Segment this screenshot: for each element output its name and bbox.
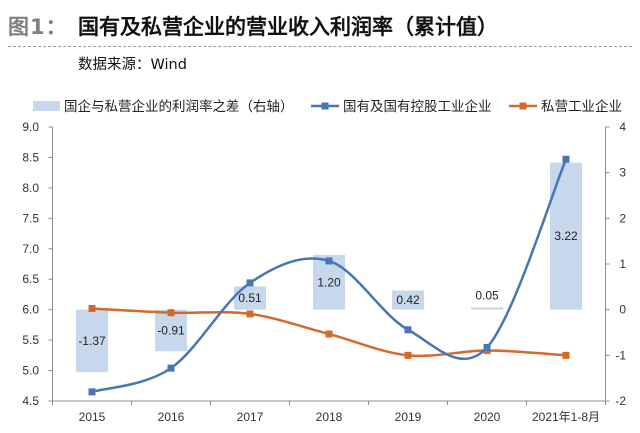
x-axis-tick-label: 2015 [79,410,106,424]
state-series-point [167,364,175,372]
chart-title: 国有及私营企业的营业收入利润率（累计值） [78,15,498,39]
right-axis-tick-label: -2 [615,394,626,408]
legend-marker-private [519,102,527,110]
state-series-point [325,257,333,265]
state-series-point [404,326,412,334]
x-axis-tick-label: 2017 [237,410,264,424]
x-axis-tick-label: 2019 [395,410,422,424]
right-axis-tick-label: 2 [619,211,626,225]
right-axis-tick-label: 0 [619,303,626,317]
title-divider [8,46,632,47]
diff-bar-data-label: -0.91 [157,323,185,337]
state-series-point [246,279,254,287]
x-axis-tick-label: 2020 [474,410,501,424]
left-axis-tick-label: 6.5 [22,272,39,286]
right-axis-tick-label: 4 [619,120,626,134]
diff-bar-data-label: 1.20 [317,275,341,289]
diff-bar [234,286,266,310]
private-series-point [325,330,333,338]
state-series-point [88,388,96,396]
diff-bar [155,309,187,352]
left-axis-tick-label: 5.0 [22,364,39,378]
x-axis-tick-label: 2021年1-8月 [532,410,600,424]
legend: 国企与私营企业的利润率之差（右轴） 国有及国有控股工业企业 私营工业企业 [33,98,622,115]
x-axis-tick-label: 2016 [158,410,185,424]
figure-label: 图1： [8,15,68,39]
diff-bar-data-label: -1.37 [78,334,106,348]
state-series-point [483,343,491,351]
diff-bar-data-label: 0.51 [238,291,262,305]
diff-bar-data-label: 0.05 [475,288,499,302]
right-axis-tick-label: 3 [619,166,626,180]
legend-marker-state [321,102,329,110]
left-axis-tick-label: 4.5 [22,394,39,408]
source-note: 数据来源：Wind [78,57,187,73]
right-axis-tick-label: -1 [615,348,626,362]
diff-bar [471,307,503,310]
diff-bar [392,290,424,310]
diff-bar-data-label: 0.42 [396,293,420,307]
legend-swatch-diff [33,101,60,111]
private-series-point [246,310,254,318]
private-series-point [562,351,570,359]
right-axis-tick-label: 1 [619,257,626,271]
private-series-point [167,309,175,317]
state-series-point [562,155,570,163]
left-axis-tick-label: 6.0 [22,303,39,317]
left-axis-tick-label: 9.0 [22,120,39,134]
plot-area: 9.0 8.5 8.0 7.5 7.0 6.5 6.0 5.5 5.0 4.5 4 3 2 1 0 -1 -2 2… [22,120,626,424]
private-series-point [404,351,412,359]
legend-label-private: 私营工业企业 [541,98,622,115]
left-axis-tick-label: 8.0 [22,181,39,195]
diff-bar [76,309,108,373]
left-axis-tick-label: 5.5 [22,333,39,347]
diff-bar-data-label: 3.22 [554,229,578,243]
x-axis-tick-label: 2018 [316,410,343,424]
left-axis-tick-label: 7.5 [22,211,39,225]
left-axis-tick-label: 8.5 [22,150,39,164]
private-series-point [88,304,96,312]
legend-label-state: 国有及国有控股工业企业 [343,98,492,115]
left-axis-tick-label: 7.0 [22,242,39,256]
legend-label-diff: 国企与私营企业的利润率之差（右轴） [64,98,294,115]
